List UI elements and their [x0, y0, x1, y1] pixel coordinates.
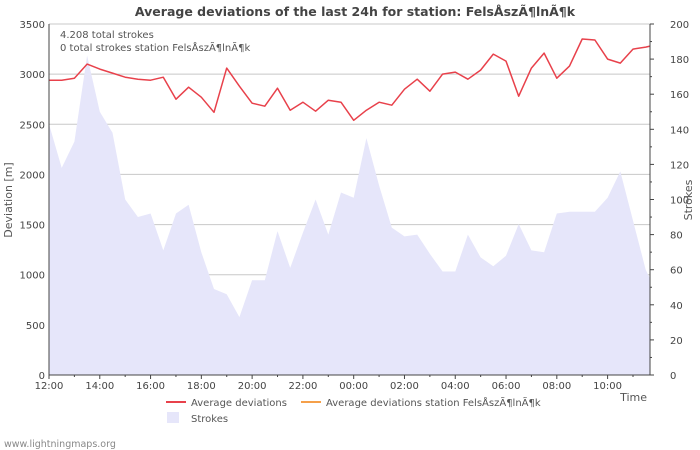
- x-axis-label: Time: [619, 391, 647, 404]
- legend-label-strokes: Strokes: [191, 414, 228, 425]
- x-tick-label: 02:00: [390, 381, 419, 392]
- strokes-area-path: [49, 55, 650, 375]
- x-tick-label: 16:00: [136, 381, 165, 392]
- x-tick-label: 18:00: [187, 381, 216, 392]
- y-right-tick-label: 200: [670, 20, 689, 31]
- chart-title: Average deviations of the last 24h for s…: [135, 4, 576, 19]
- x-tick-label: 20:00: [238, 381, 267, 392]
- x-tick-label: 10:00: [593, 381, 622, 392]
- info-total-strokes: 4.208 total strokes: [60, 30, 154, 41]
- y-right-tick-label: 160: [670, 90, 689, 101]
- axes: 0 500 1000 1500 2000 2500 3000 3500 0 20 40 60 80 100…: [20, 20, 690, 392]
- y-left-tick-label: 2500: [20, 120, 45, 131]
- y-right-tick-label: 140: [670, 125, 689, 136]
- footer-credit: www.lightningmaps.org: [4, 439, 116, 450]
- y-left-tick-label: 3000: [20, 70, 45, 81]
- legend-label-average-deviations: Average deviations: [191, 398, 287, 409]
- y-left-tick-label: 2000: [20, 170, 45, 181]
- average-deviations-series: [49, 38, 651, 122]
- y-right-tick-label: 60: [670, 266, 683, 277]
- y-axis-left-label: Deviation [m]: [2, 162, 15, 237]
- legend-label-station-deviations: Average deviations station FelsÅszÃ¶lnÃ¶…: [326, 396, 541, 409]
- y-axis-right-label: Strokes: [682, 179, 695, 220]
- y-left-tick-label: 500: [26, 321, 45, 332]
- y-right-tick-label: 120: [670, 160, 689, 171]
- y-right-tick-label: 20: [670, 336, 683, 347]
- x-tick-label: 00:00: [339, 381, 368, 392]
- y-right-tick-label: 80: [670, 231, 683, 242]
- x-tick-label: 12:00: [35, 381, 64, 392]
- x-tick-label: 08:00: [542, 381, 571, 392]
- legend-swatch-strokes: [167, 412, 179, 423]
- x-tick-label: 22:00: [288, 381, 317, 392]
- x-tick-label: 04:00: [441, 381, 470, 392]
- y-right-tick-label: 100: [670, 196, 689, 207]
- x-tick-label: 14:00: [85, 381, 114, 392]
- y-right-tick-label: 40: [670, 301, 683, 312]
- info-station-strokes: 0 total strokes station FelsÅszÃ¶lnÃ¶k: [60, 41, 250, 54]
- y-right-tick-label: 0: [670, 371, 676, 382]
- legend: Average deviations Average deviations st…: [166, 396, 541, 425]
- y-left-tick-label: 3500: [20, 20, 45, 31]
- average-deviations-line: [49, 38, 651, 122]
- y-left-tick-label: 1000: [20, 271, 45, 282]
- y-left-tick-label: 0: [39, 371, 45, 382]
- y-right-tick-label: 180: [670, 55, 689, 66]
- strokes-area-series: [49, 55, 650, 375]
- y-left-tick-label: 1500: [20, 221, 45, 232]
- x-tick-label: 06:00: [492, 381, 521, 392]
